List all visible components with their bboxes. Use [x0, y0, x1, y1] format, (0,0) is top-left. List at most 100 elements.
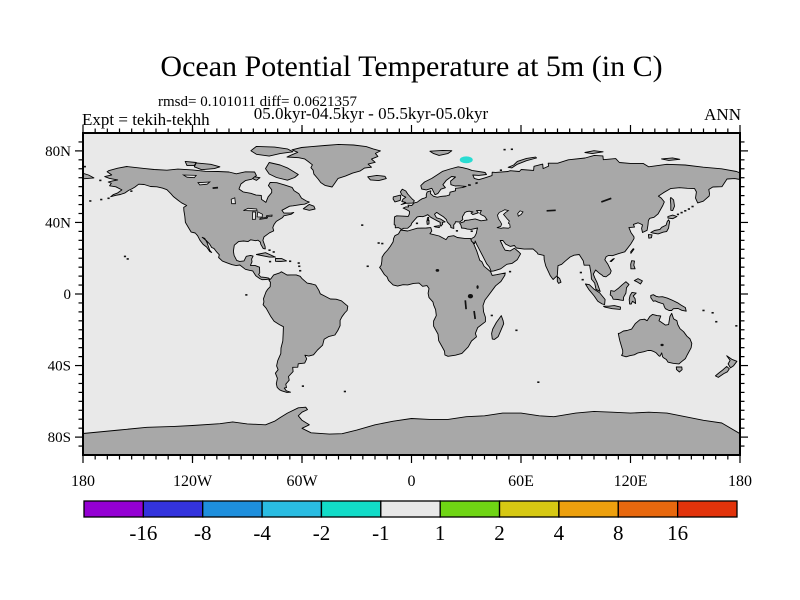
landmass	[726, 355, 738, 369]
landmass	[275, 257, 287, 263]
colorbar-cell	[202, 500, 263, 518]
small-island	[508, 270, 512, 273]
colorbar-label: 1	[435, 521, 446, 545]
y-tick-label: 80S	[48, 430, 71, 446]
experiment-label: Expt = tekih-tekhh	[82, 110, 210, 129]
landmass	[667, 214, 678, 220]
landmass	[426, 216, 430, 221]
small-island	[735, 325, 738, 327]
x-tick-label: 120W	[173, 473, 213, 490]
x-tick-label: 180	[728, 473, 752, 490]
landmass	[379, 227, 506, 357]
colorbar-cell	[320, 500, 382, 518]
colorbar-label: -4	[253, 521, 271, 545]
small-island	[297, 262, 300, 264]
colorbar-cell	[439, 500, 501, 518]
landmass	[367, 174, 387, 182]
small-island	[361, 224, 364, 226]
landmass	[104, 166, 310, 281]
colorbar-labels: -16 -8 -4 -2 -1 1 2 4 8 16	[129, 521, 688, 545]
cool-anomaly-patch	[459, 156, 473, 164]
landmass	[609, 281, 630, 301]
small-island	[499, 169, 503, 172]
colorbar-label: 2	[494, 521, 505, 545]
small-island	[515, 329, 518, 332]
colorbar-label: 8	[613, 521, 624, 545]
landmass	[584, 283, 606, 306]
small-island	[691, 205, 694, 208]
small-island	[343, 390, 346, 393]
small-island	[702, 309, 705, 312]
small-island	[490, 314, 493, 317]
x-tick-label: 60E	[508, 473, 534, 490]
x-tick-label: 0	[408, 473, 416, 490]
small-island	[366, 265, 369, 268]
landmass	[617, 312, 693, 365]
landmass	[633, 278, 643, 285]
small-island	[455, 230, 459, 232]
plot-title: Ocean Potential Temperature at 5m (in C)	[160, 50, 663, 83]
colorbar-cell	[498, 500, 560, 518]
landmass	[392, 194, 402, 203]
colorbar-label: -1	[372, 521, 390, 545]
landmass	[286, 143, 381, 188]
small-island	[579, 271, 582, 274]
colorbar-cell	[617, 500, 679, 518]
small-island	[684, 210, 687, 212]
landmass	[83, 172, 95, 180]
small-island	[415, 222, 419, 225]
landmass	[426, 219, 430, 225]
landmass	[429, 149, 453, 156]
small-island	[100, 198, 103, 201]
landmass	[609, 258, 615, 263]
y-tick-label: 40N	[45, 215, 71, 231]
lakes	[181, 174, 524, 229]
landmass	[630, 248, 635, 254]
colorbar-label: 4	[554, 521, 565, 545]
world-map	[83, 133, 740, 455]
landmass	[584, 150, 604, 155]
small-island	[268, 249, 271, 251]
small-island	[711, 311, 714, 314]
colorbar-cell	[676, 500, 738, 518]
x-tick-label: 120E	[614, 473, 648, 490]
small-island	[99, 179, 102, 182]
landmass	[650, 294, 687, 312]
landmass	[262, 271, 349, 393]
small-island	[268, 260, 272, 263]
x-tick-label: 60W	[286, 473, 318, 490]
small-island	[581, 278, 584, 281]
landmass	[252, 176, 261, 181]
longitude-labels: 180 120W 60W 0 60E 120E 180	[71, 473, 752, 490]
landmass	[714, 365, 730, 378]
landmass	[650, 219, 671, 235]
landmass	[255, 252, 276, 258]
colorbar-cell	[558, 500, 619, 518]
landmass	[628, 291, 637, 305]
landmass	[507, 156, 537, 169]
colorbar-cell	[261, 500, 323, 518]
small-island	[107, 197, 110, 200]
colorbar-cell	[380, 500, 441, 518]
landmass	[669, 196, 675, 212]
small-island	[89, 200, 92, 202]
small-island	[301, 385, 305, 387]
landmass	[433, 225, 440, 229]
small-island	[470, 230, 473, 233]
axis-ticks	[75, 125, 748, 463]
small-island	[680, 211, 683, 214]
colorbar	[83, 500, 738, 518]
small-island	[537, 381, 540, 383]
small-island	[245, 294, 248, 296]
landmass	[675, 366, 683, 373]
colorbar-label: -2	[313, 521, 331, 545]
landmass	[302, 203, 316, 211]
landmass	[556, 276, 562, 284]
landmass	[399, 188, 415, 206]
land-masses	[83, 143, 740, 455]
y-tick-label: 40S	[48, 359, 71, 375]
stats-line: rmsd= 0.101011 diff= 0.0621357	[158, 94, 357, 110]
colorbar-cell	[83, 500, 145, 518]
